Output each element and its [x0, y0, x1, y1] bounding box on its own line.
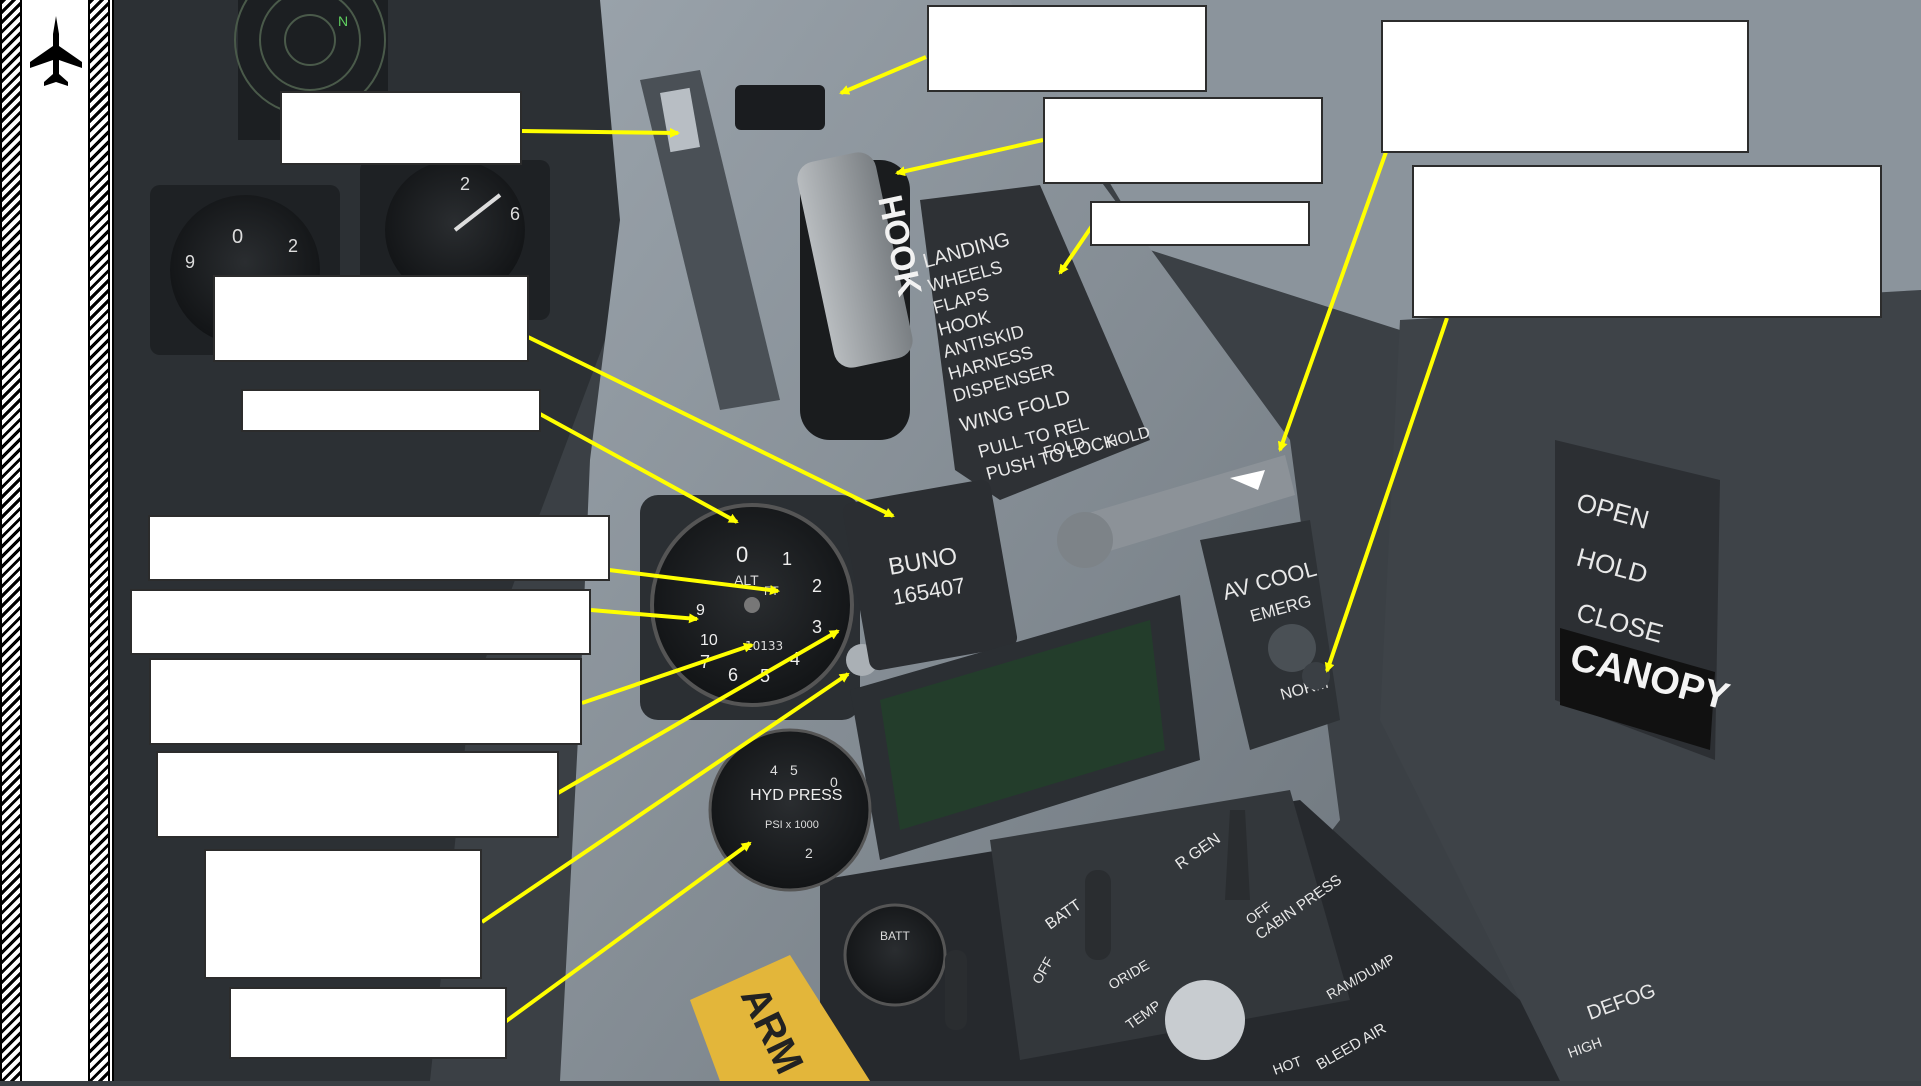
arm-tag: ARM	[690, 955, 870, 1081]
arrow-altimeter-ten	[590, 608, 699, 624]
temp-knob[interactable]	[1165, 980, 1245, 1060]
svg-text:4: 4	[770, 762, 778, 778]
svg-text:PSI x 1000: PSI x 1000	[765, 819, 819, 831]
av-cool-switch[interactable]	[1302, 662, 1330, 690]
indicator-light	[735, 85, 825, 130]
callout-box-warning-placard	[1090, 201, 1310, 246]
svg-text:5: 5	[790, 762, 798, 778]
svg-text:0: 0	[232, 226, 243, 248]
lg-switch[interactable]	[945, 950, 967, 1030]
batt-switch[interactable]	[1085, 870, 1111, 960]
arrow-warning-placard	[1058, 224, 1094, 275]
svg-text:2: 2	[812, 576, 822, 596]
svg-text:N: N	[338, 13, 348, 29]
callout-box-altimeter-label	[148, 515, 610, 581]
svg-text:ALT: ALT	[734, 572, 759, 588]
callout-box-buno-plate	[213, 275, 529, 362]
callout-box-hook-handle	[1043, 97, 1323, 184]
altimeter-gauge: 0 1 2 3 4 5 6 7 9 10 ALT FT 10133	[640, 495, 878, 720]
callout-box-indicator-light	[927, 5, 1207, 92]
callout-box-altimeter-knob	[204, 849, 482, 979]
callout-box-altimeter-scale	[241, 389, 541, 432]
arrow-altimeter-knob	[480, 672, 850, 924]
arrow-av-cool-switch	[1324, 317, 1449, 673]
av-cool-panel: AV COOL EMERG NORM	[1200, 520, 1340, 750]
callout-box-altimeter-ten	[130, 589, 591, 655]
arrow-hook-handle	[895, 138, 1044, 177]
svg-text:2: 2	[805, 845, 813, 861]
arrow-throttle	[520, 127, 680, 138]
batt-gauge: BATT	[843, 903, 967, 1030]
svg-text:HYD PRESS: HYD PRESS	[750, 787, 842, 804]
callout-box-throttle	[280, 91, 522, 165]
svg-text:1: 1	[782, 549, 792, 569]
svg-text:2: 2	[288, 236, 298, 256]
svg-text:0: 0	[736, 542, 748, 567]
sidebar-hatch-right	[88, 0, 110, 1081]
svg-text:5: 5	[760, 666, 770, 686]
arrow-wing-fold-handle	[1277, 151, 1388, 452]
svg-text:BATT: BATT	[880, 929, 910, 943]
arrow-altimeter-pointer	[556, 629, 840, 795]
callout-box-av-cool-switch	[1412, 165, 1882, 318]
svg-text:4: 4	[790, 649, 800, 669]
svg-text:10133: 10133	[745, 639, 783, 653]
callout-box-wing-fold-handle	[1381, 20, 1749, 153]
hook-handle[interactable]: HOOK	[794, 149, 929, 440]
svg-text:10: 10	[700, 632, 718, 649]
wing-fold-handle[interactable]	[1057, 455, 1295, 568]
arrow-hyd-press	[503, 841, 752, 1024]
svg-text:6: 6	[728, 665, 738, 685]
wing-fold-placard: LANDING WHEELS FLAPS HOOK ANTISKID HARNE…	[920, 185, 1152, 500]
svg-text:0: 0	[830, 774, 838, 790]
svg-text:9: 9	[696, 602, 705, 619]
arrow-altimeter-label	[608, 568, 780, 595]
svg-text:9: 9	[185, 252, 195, 272]
arrow-altimeter-scale	[539, 412, 739, 524]
sidebar-hatch-left	[0, 0, 22, 1081]
callout-box-hyd-press	[229, 987, 507, 1059]
callout-arrows	[480, 55, 1449, 1024]
hyd-press-gauge: HYD PRESS PSI x 1000 0 2 4 5	[708, 728, 872, 892]
arrow-buno-plate	[527, 335, 895, 518]
svg-text:3: 3	[812, 617, 822, 637]
arrow-indicator-light	[839, 55, 927, 95]
arrow-altimeter-counter	[581, 642, 754, 705]
caution-light-panel	[850, 595, 1200, 860]
callout-box-altimeter-counter	[149, 658, 582, 745]
gen-switch[interactable]	[1225, 810, 1250, 900]
buno-plate: BUNO 165407	[842, 479, 1018, 671]
svg-text:2: 2	[460, 174, 470, 194]
callout-box-altimeter-pointer	[156, 751, 559, 838]
svg-text:6: 6	[510, 204, 520, 224]
jet-aircraft-icon	[30, 16, 82, 86]
canopy-placard: OPEN HOLD CLOSE CANOPY	[1555, 440, 1734, 760]
sidebar	[0, 0, 112, 1081]
